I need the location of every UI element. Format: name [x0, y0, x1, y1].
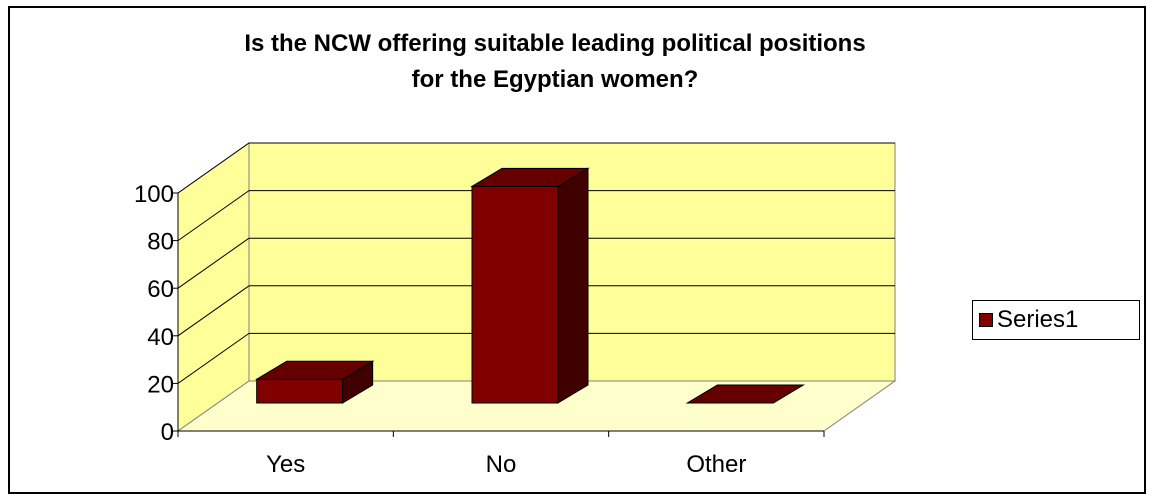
bar-top-yes [254, 360, 375, 380]
bar-side-no [557, 167, 589, 404]
y-tick-label-0: 0 [161, 419, 174, 446]
bar-top-other [685, 384, 806, 404]
gridline-side-20 [177, 332, 250, 384]
y-tick-label-80: 80 [147, 229, 174, 256]
legend-label-series1: Series1 [997, 306, 1079, 333]
y-tick-label-60: 60 [147, 276, 174, 303]
bar-front-no [471, 185, 559, 404]
x-tick-label-no: No [486, 451, 517, 478]
chart-title-line-2: for the Egyptian women? [411, 66, 699, 93]
legend-swatch-series1 [979, 313, 993, 327]
chart-title: Is the NCW offering suitable leading pol… [0, 26, 1110, 98]
y-tick-label-20: 20 [147, 371, 174, 398]
y-tick-label-40: 40 [147, 324, 174, 351]
chart-side-wall [177, 142, 250, 432]
chart-legend: Series1 [972, 300, 1140, 340]
gridline-side-40 [177, 285, 250, 337]
gridline-side-100 [177, 142, 250, 194]
gridline-side-60 [177, 237, 250, 289]
chart-title-line-1: Is the NCW offering suitable leading pol… [244, 30, 866, 57]
x-tick-label-other: Other [686, 451, 746, 478]
bar-top-no [470, 167, 590, 187]
y-tick-label-100: 100 [134, 181, 174, 208]
gridline-side-80 [177, 190, 250, 242]
bar-front-yes [256, 378, 344, 404]
x-tick-label-yes: Yes [266, 451, 305, 478]
